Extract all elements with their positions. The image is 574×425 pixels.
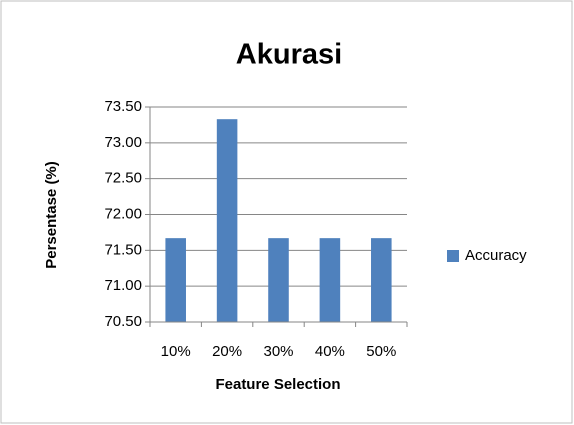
x-tick-label: 40%: [315, 343, 345, 360]
y-tick-label: 72.50: [104, 170, 142, 187]
x-tick-label: 30%: [263, 343, 293, 360]
x-tick-label: 50%: [366, 343, 396, 360]
legend-swatch: [447, 250, 459, 262]
y-tick-label: 72.00: [104, 205, 142, 222]
bar: [216, 119, 238, 322]
y-tick-label: 73.50: [104, 98, 142, 115]
legend-label: Accuracy: [465, 247, 527, 264]
bar: [371, 238, 392, 322]
bar: [319, 238, 341, 322]
y-axis-title: Persentase (%): [43, 161, 60, 269]
y-tick-label: 71.00: [104, 277, 142, 294]
y-tick-label: 73.00: [104, 134, 142, 151]
bar: [268, 238, 289, 322]
y-tick-label: 71.50: [104, 241, 142, 258]
x-axis-title: Feature Selection: [215, 376, 340, 393]
x-tick-label: 10%: [161, 343, 191, 360]
x-tick-label: 20%: [212, 343, 242, 360]
chart-title: Akurasi: [236, 39, 342, 71]
bar: [165, 238, 186, 322]
y-tick-label: 70.50: [104, 313, 142, 330]
